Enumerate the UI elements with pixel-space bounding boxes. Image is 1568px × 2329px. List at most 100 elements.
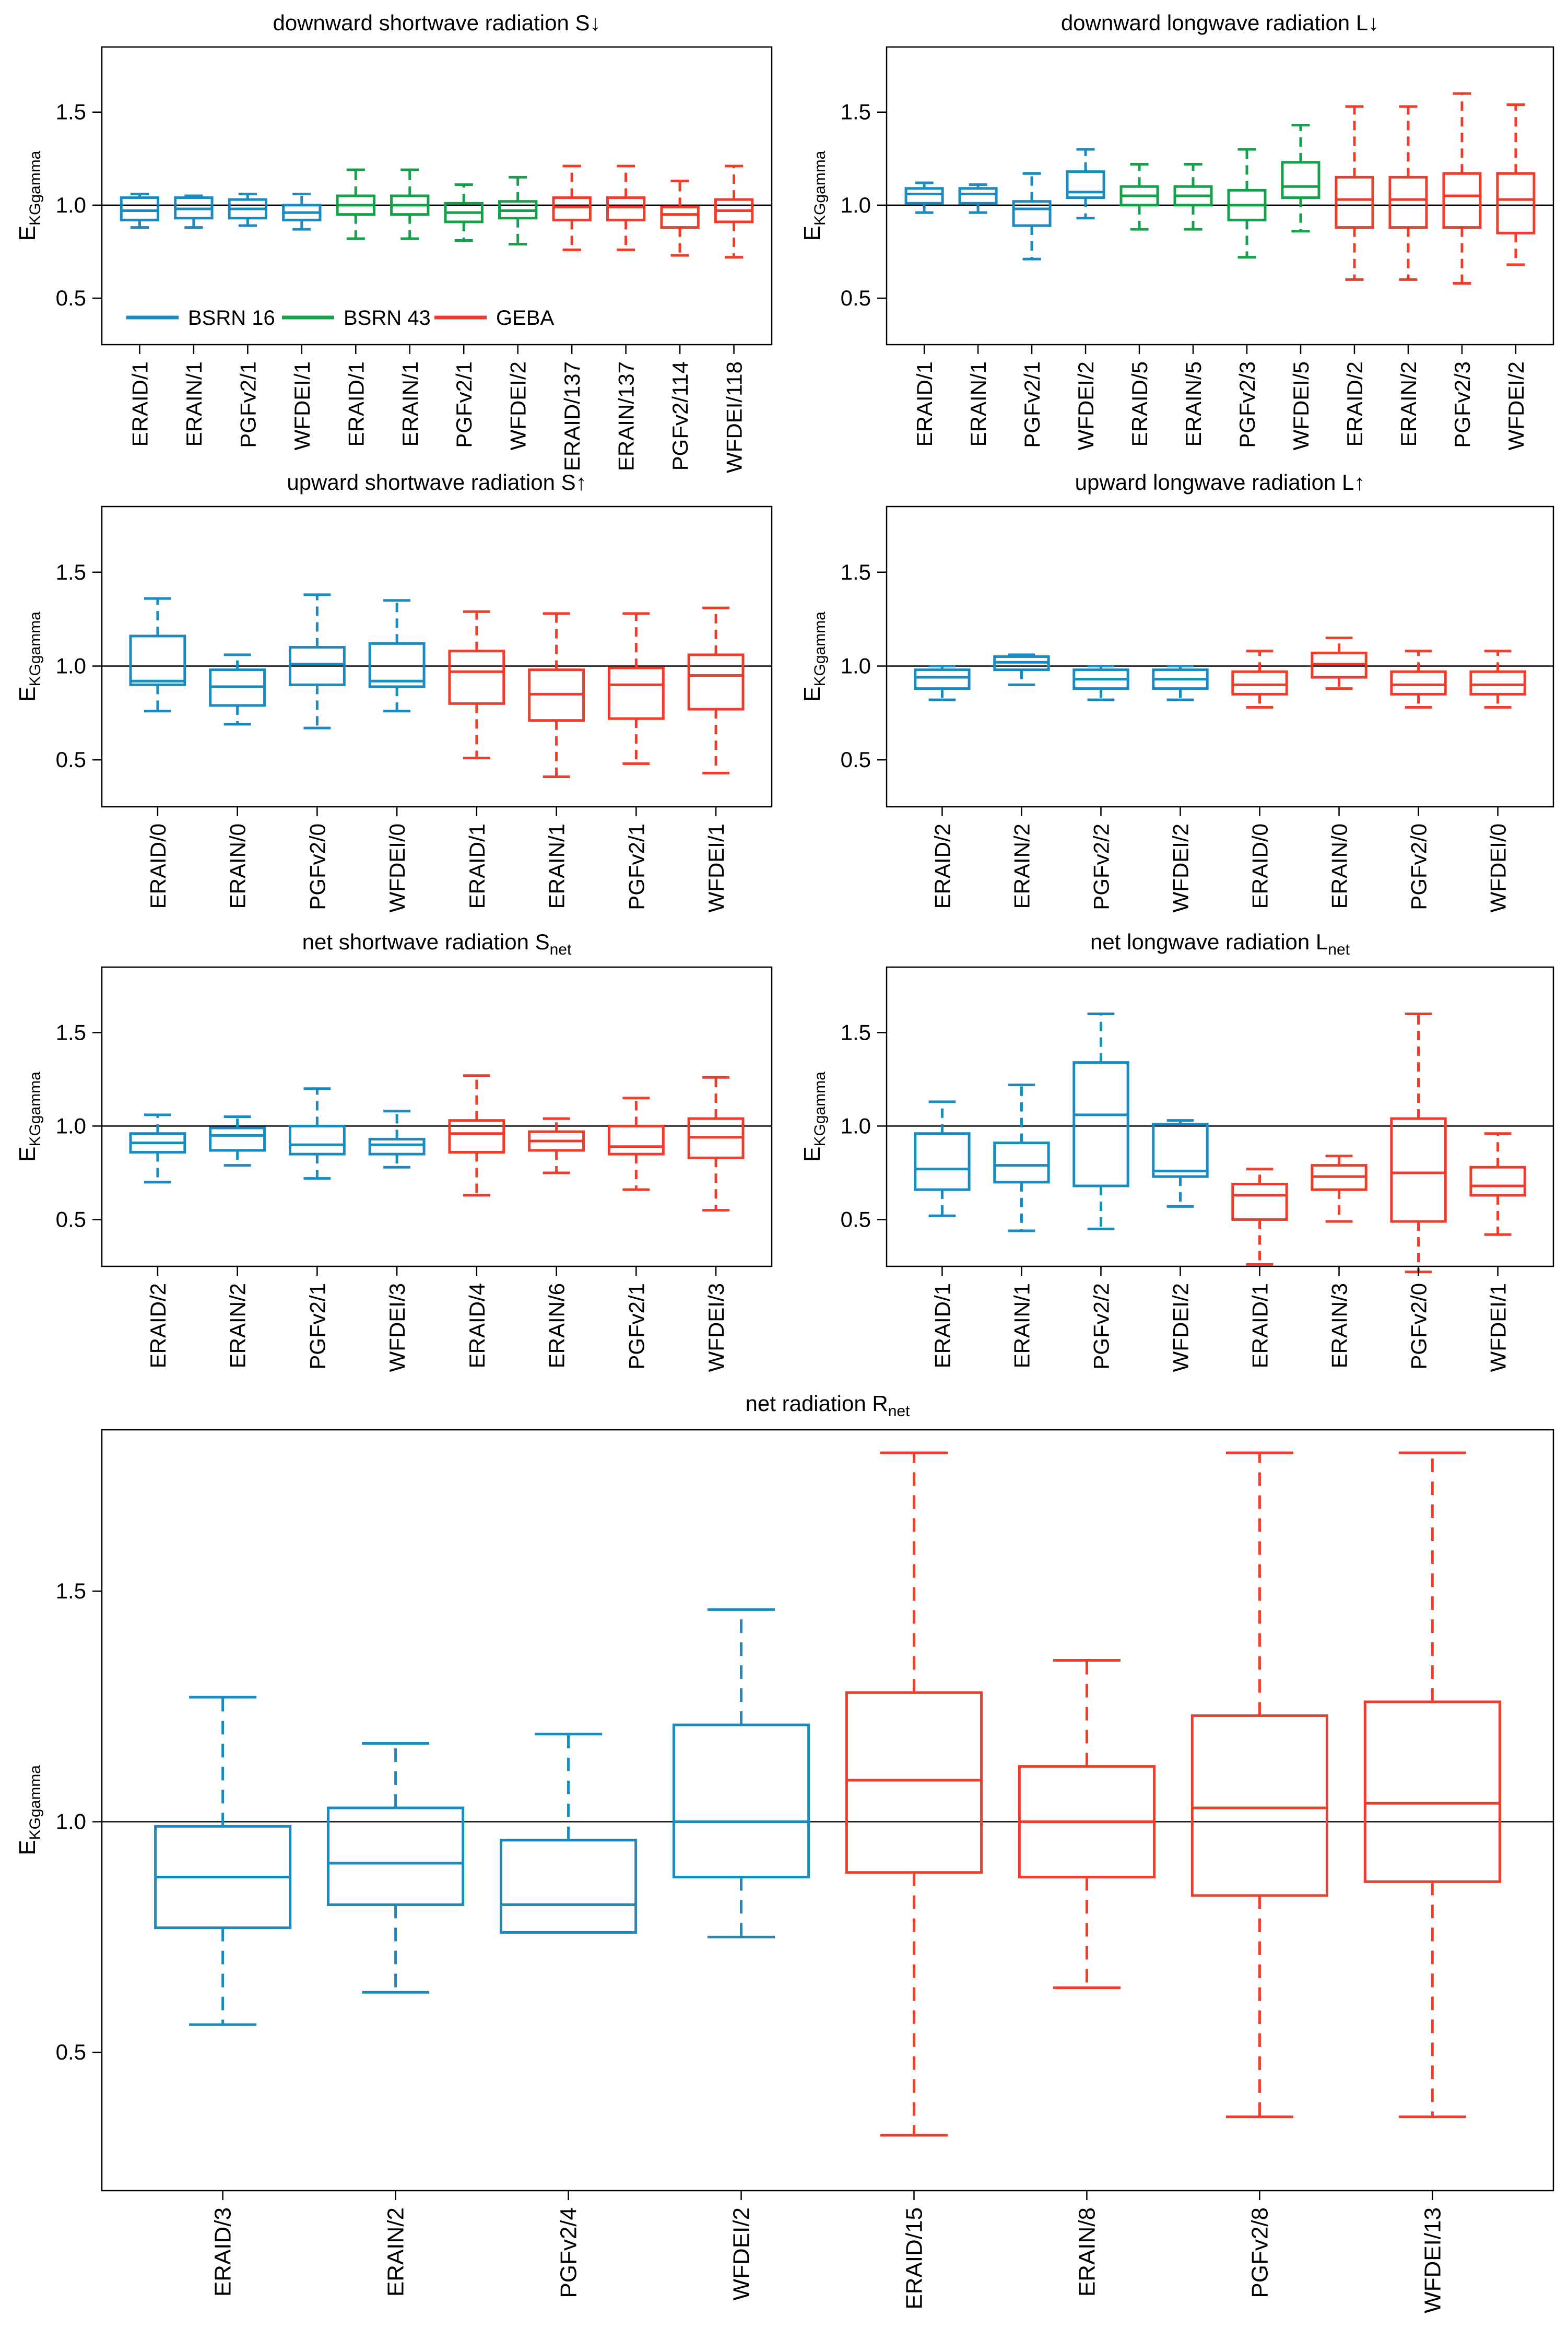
x-tick-label: PGFv2/2 xyxy=(1089,1283,1113,1370)
x-tick-label: ERAID/15 xyxy=(901,2207,927,2310)
x-tick-label: ERAID/1 xyxy=(127,361,152,446)
box-6: ERAIN/5 xyxy=(1173,162,1213,446)
x-tick-label: PGFv2/1 xyxy=(452,361,476,448)
box-5: ERAID/1 xyxy=(1231,1168,1288,1368)
x-tick-label: WFDEI/1 xyxy=(1486,1283,1511,1372)
x-tick-label: WFDEI/0 xyxy=(1486,824,1511,912)
plot-frame xyxy=(886,505,1554,808)
x-tick-label: WFDEI/1 xyxy=(704,824,728,912)
x-tick-label: WFDEI/3 xyxy=(385,1283,409,1372)
panel-7: net radiation Rnet 0.5 1.0 1.5 EKGgamma ERAID… xyxy=(15,1391,1554,2313)
box-5: ERAID/5 xyxy=(1119,162,1159,446)
box-iqr xyxy=(914,1132,971,1191)
x-tick-label: ERAIN/8 xyxy=(1074,2207,1100,2297)
box-iqr xyxy=(1281,161,1321,199)
box-3: PGFv2/0 xyxy=(288,593,346,910)
box-iqr xyxy=(500,1839,638,1934)
x-tick-label: ERAIN/137 xyxy=(614,361,639,471)
y-axis-label: EKGgamma xyxy=(15,1765,44,1855)
box-11: PGFv2/114 xyxy=(660,180,700,470)
y-tick-label: 1.5 xyxy=(841,1020,871,1044)
x-tick-label: ERAID/1 xyxy=(465,824,489,909)
box-3: PGFv2/1 xyxy=(228,192,268,448)
box-iqr xyxy=(1335,175,1374,229)
x-tick-label: WFDEI/118 xyxy=(722,361,747,473)
x-tick-label: ERAIN/1 xyxy=(545,824,569,909)
x-tick-label: PGFv2/0 xyxy=(305,824,329,910)
x-tick-label: WFDEI/1 xyxy=(290,361,314,450)
x-tick-label: PGFv2/0 xyxy=(1407,1283,1431,1370)
box-4: WFDEI/0 xyxy=(368,599,426,912)
box-iqr xyxy=(1231,670,1288,696)
panel-4: upward longwave radiation L↑ 0.5 1.0 1.5 EKG… xyxy=(799,470,1554,912)
x-tick-label: PGFv2/0 xyxy=(1407,824,1431,910)
y-tick-label: 0.5 xyxy=(841,286,871,310)
panel-title: upward shortwave radiation S↑ xyxy=(287,470,586,495)
x-tick-label: ERAID/1 xyxy=(1248,1283,1272,1368)
box-6: ERAIN/8 xyxy=(1018,1659,1156,2297)
box-7: PGFv2/1 xyxy=(444,183,484,448)
box-3: PGFv2/2 xyxy=(1072,664,1129,910)
y-tick-label: 0.5 xyxy=(841,1207,871,1231)
y-tick-label: 1.5 xyxy=(841,560,871,584)
x-tick-label: WFDEI/2 xyxy=(729,2207,754,2300)
box-4: WFDEI/3 xyxy=(368,1110,426,1372)
box-iqr xyxy=(1152,1123,1209,1178)
x-tick-label: WFDEI/2 xyxy=(1504,361,1528,450)
plot-frame xyxy=(101,1429,1554,2192)
box-3: PGFv2/4 xyxy=(500,1733,638,2298)
plot-frame xyxy=(886,966,1554,1267)
x-tick-label: ERAID/1 xyxy=(912,361,937,446)
x-tick-label: PGFv2/1 xyxy=(235,361,260,448)
x-tick-label: PGFv2/1 xyxy=(305,1283,329,1370)
box-1: ERAID/1 xyxy=(904,181,944,446)
x-tick-label: ERAIN/5 xyxy=(1181,361,1206,446)
legend-label: BSRN 16 xyxy=(188,307,275,330)
legend-label: GEBA xyxy=(496,307,554,330)
box-10: ERAIN/2 xyxy=(1388,105,1428,446)
box-iqr xyxy=(552,196,592,221)
panel-title: net shortwave radiation Snet xyxy=(302,930,572,958)
plot-frame xyxy=(886,46,1554,346)
x-tick-label: WFDEI/0 xyxy=(385,824,409,912)
box-6: ERAIN/3 xyxy=(1311,1155,1367,1368)
box-3: PGFv2/2 xyxy=(1072,1013,1129,1370)
box-iqr xyxy=(1066,170,1105,199)
x-tick-label: WFDEI/2 xyxy=(1168,824,1193,912)
box-1: ERAID/1 xyxy=(914,1100,971,1368)
box-iqr xyxy=(1496,172,1536,234)
box-2: ERAIN/1 xyxy=(993,1084,1050,1368)
y-axis-label: EKGgamma xyxy=(799,611,829,702)
box-5: ERAID/15 xyxy=(845,1451,983,2310)
x-tick-label: ERAID/4 xyxy=(465,1283,489,1368)
box-iqr xyxy=(607,666,665,720)
panel-title: net longwave radiation Lnet xyxy=(1090,930,1350,958)
box-4: WFDEI/2 xyxy=(1066,148,1105,450)
x-tick-label: ERAID/2 xyxy=(930,824,954,909)
panel-5: net shortwave radiation Snet 0.5 1.0 1.5 EKG… xyxy=(15,930,773,1372)
box-iqr xyxy=(672,1723,810,1879)
box-iqr xyxy=(120,196,160,221)
y-tick-label: 1.0 xyxy=(841,193,871,217)
x-tick-label: ERAID/3 xyxy=(210,2207,236,2297)
y-tick-label: 0.5 xyxy=(56,286,86,310)
box-2: ERAIN/1 xyxy=(174,194,214,446)
box-7: PGFv2/8 xyxy=(1190,1451,1328,2298)
box-iqr xyxy=(1363,1700,1501,1883)
x-tick-label: WFDEI/2 xyxy=(1074,361,1098,450)
x-tick-label: ERAID/5 xyxy=(1127,361,1152,446)
y-tick-label: 1.5 xyxy=(56,560,86,584)
x-tick-label: ERAIN/3 xyxy=(1327,1283,1352,1368)
x-tick-label: PGFv2/8 xyxy=(1247,2207,1272,2298)
box-12: WFDEI/118 xyxy=(714,164,754,473)
panel-3: upward shortwave radiation S↑ 0.5 1.0 1.5 EK… xyxy=(15,470,773,912)
box-7: PGFv2/1 xyxy=(607,612,665,910)
x-tick-label: ERAIN/0 xyxy=(226,824,250,909)
panel-title: net radiation Rnet xyxy=(746,1391,911,1420)
box-1: ERAID/0 xyxy=(129,597,186,909)
x-tick-label: ERAIN/0 xyxy=(1327,824,1352,909)
box-8: WFDEI/1 xyxy=(687,606,745,912)
box-6: ERAIN/0 xyxy=(1311,637,1367,909)
plot-frame xyxy=(101,966,773,1267)
